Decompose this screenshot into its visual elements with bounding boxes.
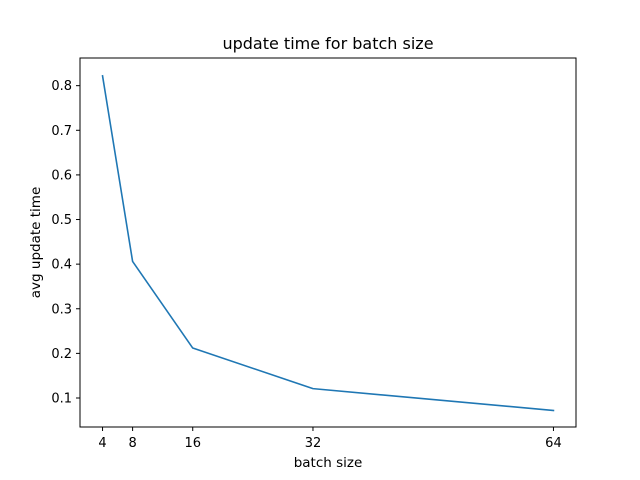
x-tick-label: 16	[184, 436, 201, 451]
y-tick-label: 0.3	[51, 302, 72, 317]
y-tick-label: 0.4	[51, 258, 72, 273]
y-tick-label: 0.1	[51, 391, 72, 406]
y-axis-label: avg update time	[28, 187, 44, 298]
x-tick-label: 8	[128, 436, 136, 451]
x-tick-label: 4	[98, 436, 106, 451]
y-tick-label: 0.2	[51, 347, 72, 362]
y-tick-label: 0.5	[51, 213, 72, 228]
y-tick-label: 0.8	[51, 79, 72, 94]
x-tick-label: 64	[545, 436, 562, 451]
y-tick-label: 0.6	[51, 168, 72, 183]
chart-title: update time for batch size	[222, 34, 433, 53]
x-axis-label: batch size	[294, 455, 363, 471]
y-tick-label: 0.7	[51, 124, 72, 139]
x-tick-label: 32	[305, 436, 322, 451]
